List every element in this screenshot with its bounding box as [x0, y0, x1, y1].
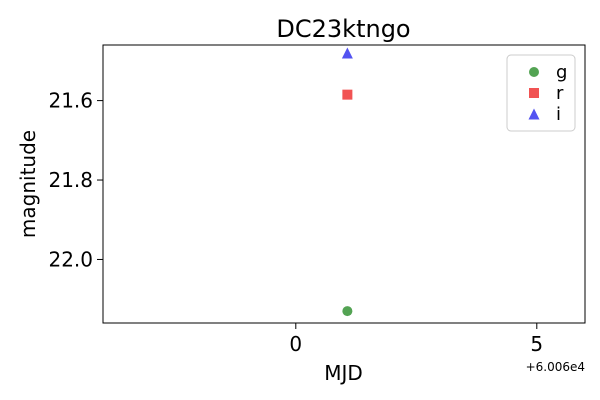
y-axis-ticks: 21.6 21.8 22.0 [48, 89, 103, 271]
chart-title: DC23ktngo [276, 15, 410, 43]
y-axis-label: magnitude [16, 130, 40, 238]
legend-box [506, 54, 576, 132]
y-tick-label: 21.8 [48, 168, 93, 192]
y-tick-label: 22.0 [48, 247, 93, 271]
y-tick-label: 21.6 [48, 89, 93, 113]
data-point-g [342, 306, 353, 317]
data-point-i [341, 47, 353, 59]
x-offset-label: +6.006e4 [526, 360, 585, 374]
legend-marker-r [529, 88, 539, 98]
legend-label-i: i [556, 104, 561, 125]
legend-label-r: r [556, 83, 564, 104]
plot-area [102, 44, 586, 324]
data-points [341, 47, 353, 317]
x-tick-label: 5 [530, 332, 543, 356]
x-axis-label: MJD [324, 361, 363, 385]
data-point-r [342, 89, 353, 100]
legend-label-g: g [556, 62, 567, 83]
legend-marker-g [529, 67, 539, 77]
legend: gri [506, 54, 576, 132]
x-tick-label: 0 [289, 332, 302, 356]
legend-marker-i [528, 108, 540, 120]
